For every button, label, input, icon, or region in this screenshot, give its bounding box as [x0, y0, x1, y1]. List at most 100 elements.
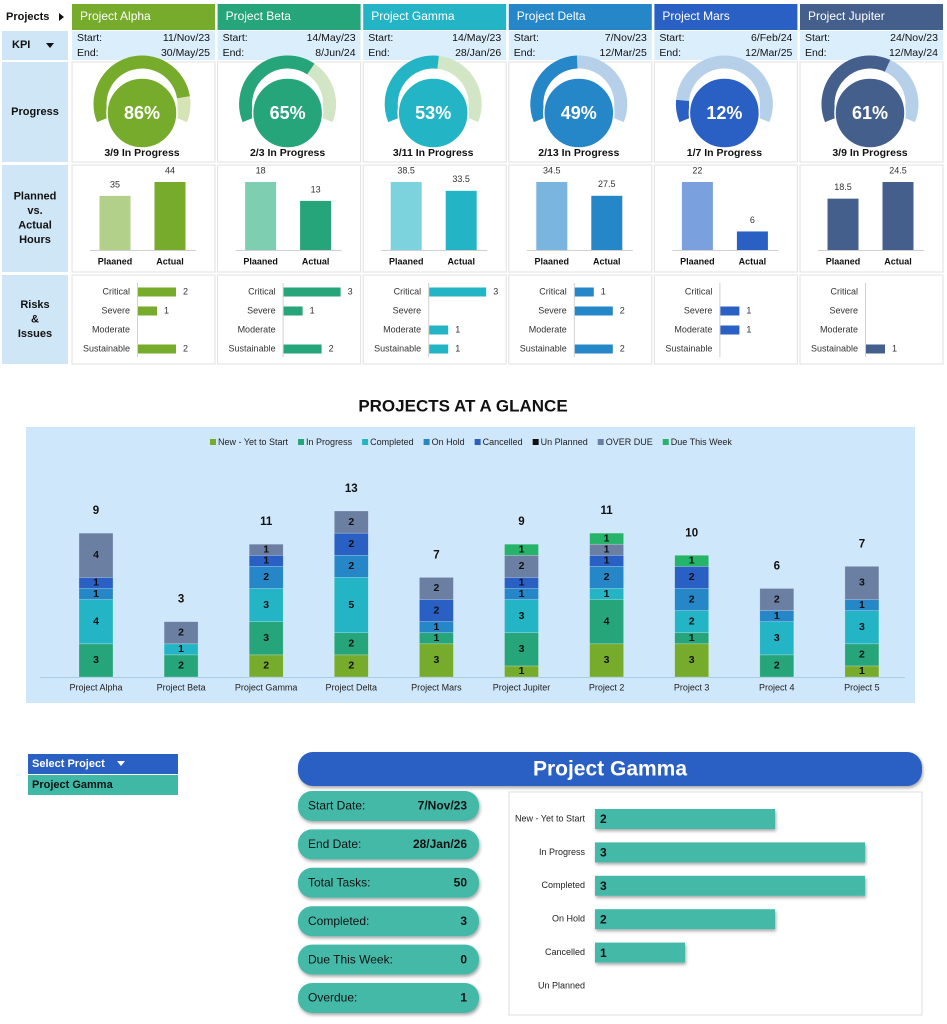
category-label: Project Beta: [157, 682, 206, 692]
segment-label: 1: [604, 555, 610, 567]
segment-label: 2: [689, 615, 695, 627]
risk-level: Sustainable: [374, 343, 421, 353]
progress-status: 2/13 In Progress: [538, 147, 619, 159]
risk-level: Severe: [684, 305, 713, 315]
risk-bar: [574, 344, 613, 354]
end-label: End:: [805, 47, 827, 59]
stack-segment: [78, 643, 114, 678]
stack-segment: [504, 543, 539, 556]
hours-value: 27.5: [598, 179, 616, 189]
stat-pill: [298, 791, 479, 821]
segment-label: 1: [263, 555, 269, 567]
segment-label: 3: [859, 577, 865, 589]
risk-bar: [574, 306, 613, 316]
gauge-arc: [239, 55, 315, 123]
end-label: End:: [659, 47, 681, 59]
expand-icon[interactable]: [59, 13, 64, 21]
date-cell: [72, 31, 215, 60]
risk-level: Severe: [538, 305, 567, 315]
row-label-cell: [2, 275, 68, 364]
detail-value: 2: [600, 812, 607, 826]
detail-title: Project Gamma: [533, 758, 687, 781]
risk-level: Sustainable: [665, 343, 712, 353]
total-label: 3: [178, 594, 184, 606]
row-label: Hours: [19, 234, 51, 246]
risk-value: 2: [183, 343, 188, 353]
stack-segment: [759, 588, 795, 611]
legend-swatch: [662, 439, 669, 445]
risk-level: Sustainable: [83, 343, 130, 353]
segment-label: 2: [774, 593, 780, 605]
progress-label: 61%: [852, 103, 888, 123]
hours-value: 22: [692, 165, 702, 175]
risk-value: 1: [892, 343, 897, 353]
risk-value: 1: [746, 324, 751, 334]
segment-label: 3: [263, 599, 269, 611]
detail-category: Un Planned: [538, 980, 585, 990]
end-date: 12/May/24: [889, 47, 938, 59]
total-label: 11: [260, 516, 273, 528]
selector-value-cell[interactable]: [28, 775, 178, 795]
detail-bar: [595, 842, 865, 863]
date-cell: [508, 31, 652, 60]
stack-segment: [504, 632, 539, 667]
hours-category: Plaaned: [243, 256, 278, 266]
total-label: 9: [93, 505, 99, 517]
start-date: 14/May/23: [307, 32, 356, 44]
selector-label[interactable]: Select Project: [32, 758, 105, 770]
legend-label: Due This Week: [671, 437, 733, 447]
selector-value[interactable]: Project Gamma: [32, 779, 114, 791]
legend-swatch: [423, 439, 430, 445]
gauge-arc: [675, 99, 692, 123]
segment-label: 1: [433, 621, 439, 633]
selector-header[interactable]: [28, 754, 178, 774]
progress-status: 3/11 In Progress: [393, 147, 474, 159]
total-label: 13: [345, 483, 358, 495]
hours-value: 6: [750, 215, 755, 225]
start-label: Start:: [77, 32, 102, 44]
hours-category: Actual: [739, 256, 767, 266]
gauge-center: [251, 77, 324, 149]
row-label: vs.: [27, 205, 42, 217]
legend-label: On Hold: [432, 437, 465, 447]
row-label: Actual: [18, 220, 52, 232]
gauge-center: [397, 77, 469, 149]
detail-chart-frame: [508, 791, 923, 1016]
risk-level: Moderate: [92, 324, 130, 334]
start-date: 24/Nov/23: [890, 32, 938, 44]
row-label-cell: [2, 165, 68, 272]
project-name: Project Gamma: [371, 9, 455, 23]
progress-status: 3/9 In Progress: [104, 147, 179, 159]
stack-segment: [419, 643, 454, 678]
start-label: Start:: [368, 32, 393, 44]
detail-value: 2: [600, 912, 607, 926]
segment-label: 2: [774, 660, 780, 672]
stat-pill: [298, 944, 479, 975]
end-date: 12/Mar/25: [600, 47, 647, 59]
category-label: Project 5: [844, 682, 880, 692]
segment-label: 2: [433, 582, 439, 594]
category-label: Project Gamma: [235, 682, 298, 692]
segment-label: 4: [93, 549, 99, 561]
end-label: End:: [368, 47, 390, 59]
segment-label: 1: [604, 588, 610, 600]
gauge-arc: [530, 55, 578, 123]
risk-level: Severe: [829, 305, 858, 315]
gauge-center: [106, 77, 178, 149]
dropdown-icon[interactable]: [46, 43, 54, 48]
stat-value: 3: [460, 914, 467, 928]
hours-value: 38.5: [397, 165, 415, 175]
category-label: Project 2: [589, 682, 625, 692]
risk-value: 1: [164, 305, 169, 315]
hours-cell: [71, 164, 216, 273]
end-label: End:: [77, 47, 99, 59]
segment-label: 1: [604, 532, 610, 544]
legend-label: OVER DUE: [606, 437, 653, 447]
legend-swatch: [210, 439, 216, 445]
hours-cell: [653, 164, 798, 273]
hours-bar: [827, 198, 859, 250]
selector-dropdown[interactable]: [117, 761, 125, 766]
segment-label: 2: [263, 571, 269, 583]
risk-level: Critical: [685, 286, 713, 296]
